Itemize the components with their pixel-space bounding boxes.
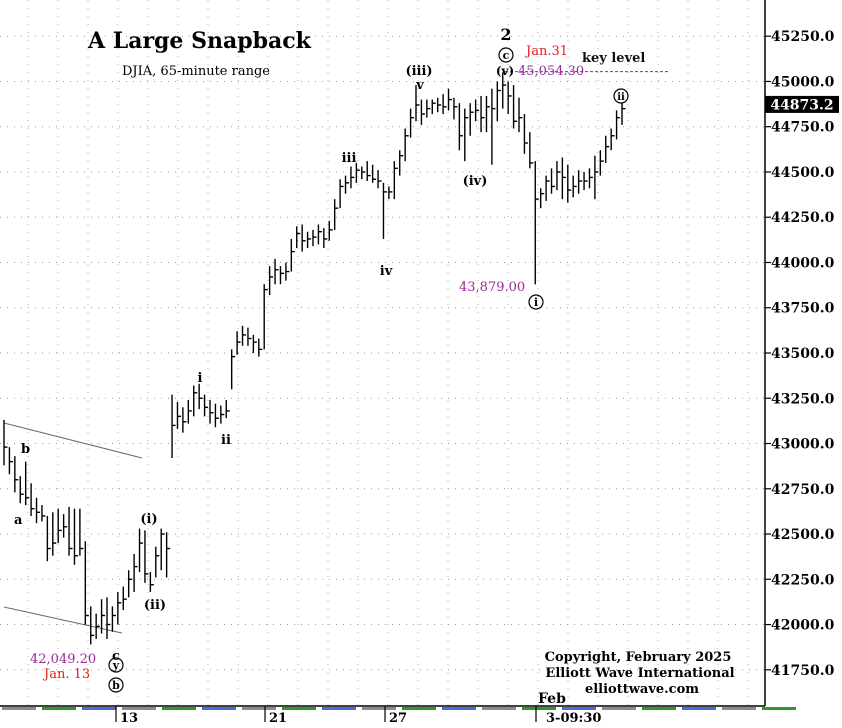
wave-circle-c <box>498 47 514 63</box>
annotation-price-42049: 42,049.20 <box>30 652 96 667</box>
y-tick-label: 43500.0 <box>771 346 835 362</box>
x-axis-labels: 13 21 27 3-09:30 Feb <box>115 691 601 726</box>
x-strip-segment <box>602 707 636 710</box>
x-strip-segment <box>242 707 276 710</box>
x-strip-segment <box>762 707 796 710</box>
x-strip-segment <box>522 707 556 710</box>
credits: Copyright, February 2025 Elliott Wave In… <box>545 650 735 697</box>
wave-label-paren-ii: (ii) <box>144 598 166 613</box>
org-text: Elliott Wave International <box>545 666 734 681</box>
y-tick-label: 45000.0 <box>771 74 835 90</box>
x-strip-segment <box>402 707 436 710</box>
wave-label-iii: iii <box>342 151 357 166</box>
wave-label-2: 2 <box>500 25 511 44</box>
y-tick-label: 44000.0 <box>771 255 835 271</box>
x-strip-segment <box>322 707 356 710</box>
x-strip-segment <box>162 707 196 710</box>
x-strip-segment <box>642 707 676 710</box>
wave-label-b: b <box>21 442 30 457</box>
x-strip-segment <box>682 707 716 710</box>
last-price-label: 44873.2 <box>770 97 833 113</box>
x-axis-strip <box>2 707 796 710</box>
x-strip-segment <box>442 707 476 710</box>
x-tick-label-13: 13 <box>120 711 138 726</box>
x-tick-label-27: 27 <box>389 711 407 726</box>
annotation-jan31: Jan.31 <box>524 44 568 59</box>
x-strip-segment <box>82 707 116 710</box>
copyright-text: Copyright, February 2025 <box>545 650 732 665</box>
site-text: elliottwave.com <box>585 682 699 697</box>
chart-title: A Large Snapback <box>87 28 312 54</box>
wave-circle-i <box>528 294 544 310</box>
annotation-price-43879: 43,879.00 <box>459 280 525 295</box>
y-tick-label: 42000.0 <box>771 618 835 634</box>
month-label-feb: Feb <box>538 691 566 707</box>
y-tick-label: 43750.0 <box>771 301 835 317</box>
wave-labels: b a c y b (i) (ii) i ii iii iv (iii) v (… <box>14 25 629 693</box>
y-tick-label: 42500.0 <box>771 527 835 543</box>
wave-circle-ii <box>613 88 629 104</box>
wave-label-c: c <box>112 649 120 664</box>
y-tick-label: 41750.0 <box>771 663 835 679</box>
wave-circle-y <box>108 657 124 673</box>
x-strip-segment <box>42 707 76 710</box>
y-tick-label: 42750.0 <box>771 482 835 498</box>
annotation-jan13: Jan. 13 <box>42 667 90 682</box>
wave-label-paren-i: (i) <box>140 512 157 527</box>
lower-channel-line <box>3 606 123 634</box>
wave-label-i-circled: i <box>534 296 538 309</box>
y-tick-label: 43000.0 <box>771 437 835 453</box>
x-strip-segment <box>2 707 36 710</box>
annotation-price-45054: 45,054.30 <box>518 64 584 79</box>
y-tick-label: 44500.0 <box>771 165 835 181</box>
wave-label-b-circled: b <box>112 679 120 692</box>
wave-label-v: v <box>415 78 424 93</box>
price-bars <box>3 72 626 645</box>
last-price-box <box>765 95 839 113</box>
last-price-marker: 44873.2 <box>765 95 839 113</box>
wave-label-c-circled: c <box>503 49 510 62</box>
x-strip-segment <box>722 707 756 710</box>
grid-layer <box>0 0 765 706</box>
x-strip-segment <box>282 707 316 710</box>
y-tick-label: 42250.0 <box>771 572 835 588</box>
y-axis: 41750.0 42000.0 42250.0 42500.0 42750.0 43000… <box>765 29 835 679</box>
wave-label-iv: iv <box>380 264 393 279</box>
upper-channel-line <box>3 422 143 459</box>
wave-label-paren-iii: (iii) <box>405 64 432 79</box>
y-tick-label: 44250.0 <box>771 210 835 226</box>
x-strip-segment <box>482 707 516 710</box>
x-tick-label-feb3: 3-09:30 <box>546 711 601 726</box>
y-tick-label: 45250.0 <box>771 29 835 45</box>
channel-lines <box>3 422 143 634</box>
wave-label-i: i <box>198 371 203 386</box>
x-tick-label-21: 21 <box>269 711 287 726</box>
annotation-key-level: key level <box>582 51 645 66</box>
wave-label-ii-circled: ii <box>617 92 625 103</box>
x-strip-segment <box>122 707 156 710</box>
wave-label-a: a <box>14 513 23 528</box>
y-tick-label: 43250.0 <box>771 391 835 407</box>
wave-label-y: y <box>112 659 120 672</box>
wave-label-paren-iv: (iv) <box>463 174 488 189</box>
x-strip-segment <box>202 707 236 710</box>
x-strip-segment <box>362 707 396 710</box>
wave-label-paren-v: (v) <box>496 64 514 78</box>
wave-circle-b <box>108 677 124 693</box>
wave-label-ii: ii <box>221 433 231 448</box>
x-strip-segment <box>562 707 596 710</box>
chart-subtitle: DJIA, 65-minute range <box>122 64 270 79</box>
y-tick-label: 44750.0 <box>771 120 835 136</box>
